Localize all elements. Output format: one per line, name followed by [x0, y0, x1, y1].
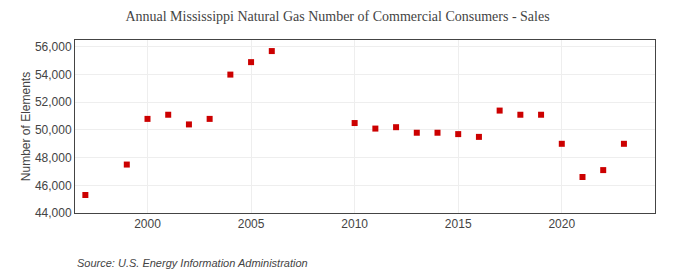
- svg-text:54,000: 54,000: [35, 68, 72, 82]
- svg-text:2000: 2000: [134, 217, 161, 231]
- svg-text:50,000: 50,000: [35, 123, 72, 137]
- svg-text:Number of Elements: Number of Elements: [19, 72, 33, 181]
- svg-text:2010: 2010: [341, 217, 368, 231]
- svg-text:2020: 2020: [548, 217, 575, 231]
- svg-text:2015: 2015: [445, 217, 472, 231]
- svg-text:46,000: 46,000: [35, 179, 72, 193]
- svg-text:2005: 2005: [238, 217, 265, 231]
- svg-text:44,000: 44,000: [35, 206, 72, 220]
- svg-text:48,000: 48,000: [35, 151, 72, 165]
- svg-text:52,000: 52,000: [35, 95, 72, 109]
- svg-text:56,000: 56,000: [35, 40, 72, 54]
- svg-text:Annual Mississippi Natural Gas: Annual Mississippi Natural Gas Number of…: [125, 9, 549, 24]
- svg-text:Source: U.S. Energy Informatio: Source: U.S. Energy Information Administ…: [77, 257, 308, 269]
